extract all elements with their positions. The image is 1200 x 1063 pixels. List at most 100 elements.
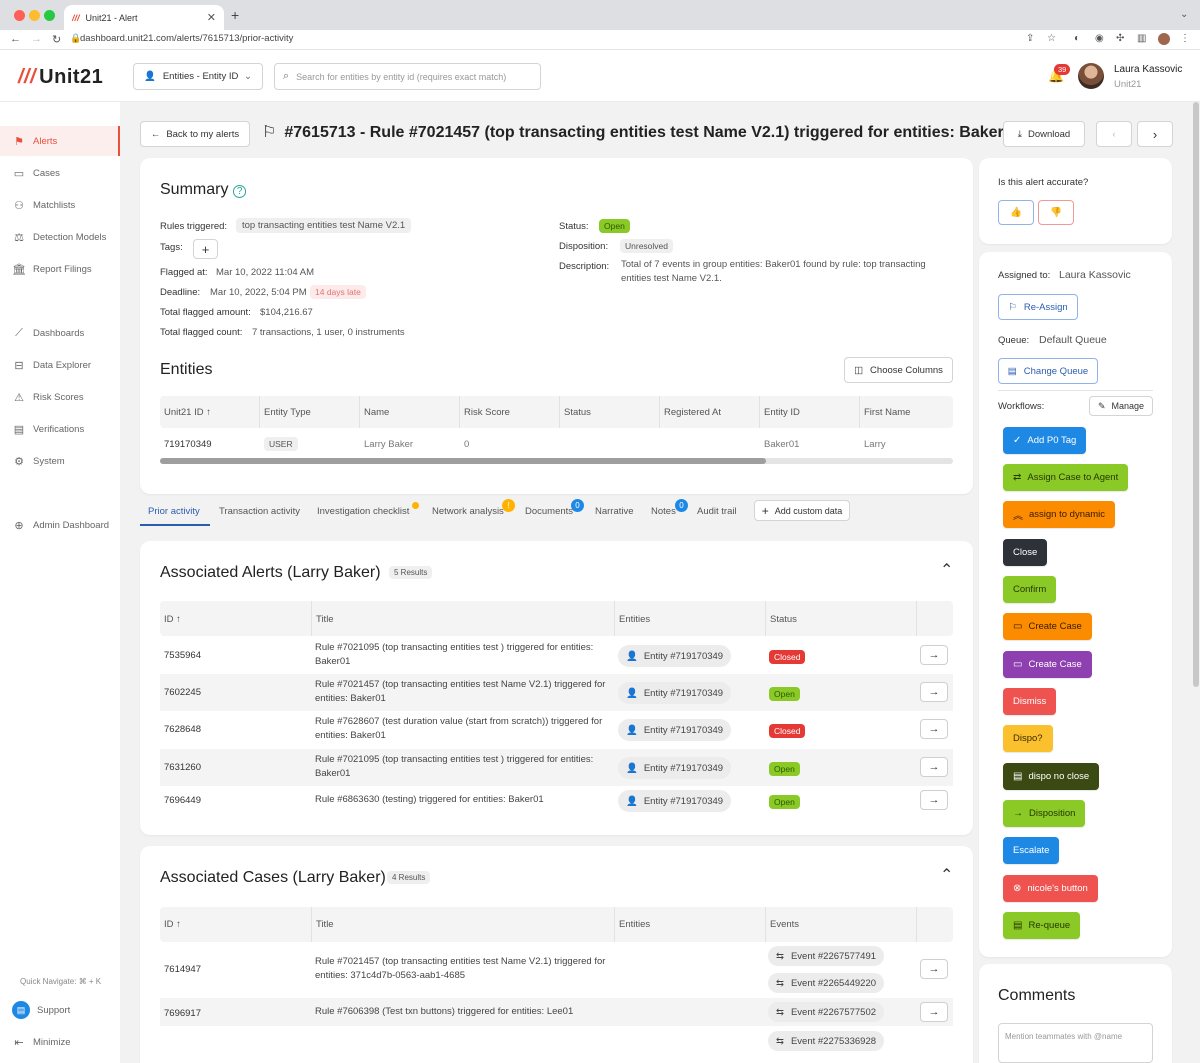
manage-workflows-button[interactable]: ✎ Manage	[1089, 396, 1153, 416]
alert-id[interactable]: 7631260	[164, 762, 201, 773]
column-title[interactable]: Title	[316, 614, 334, 625]
tab-transaction-activity[interactable]: Transaction activity	[219, 506, 300, 517]
back-to-alerts-button[interactable]: ← Back to my alerts	[140, 121, 250, 147]
alert-id[interactable]: 7535964	[164, 650, 201, 661]
column-entities[interactable]: Entities	[619, 919, 651, 930]
workflow-dispo-no-close-button[interactable]: ▤ dispo no close	[1003, 763, 1100, 790]
back-nav-icon[interactable]: ←	[10, 33, 21, 45]
thumbs-down-button[interactable]: 👎	[1038, 200, 1074, 225]
extension-icon[interactable]: ◐	[1074, 33, 1081, 44]
bookmark-star-icon[interactable]: ☆	[1047, 33, 1056, 44]
tab-list-icon[interactable]: ⌄	[1180, 9, 1189, 20]
unit21-logo[interactable]: ///Unit21	[18, 66, 103, 89]
rule-chip[interactable]: top transacting entities test Name V2.1	[236, 218, 412, 233]
entity-unit21-id[interactable]: 719170349	[164, 439, 212, 450]
support-button[interactable]: ▤ Support	[0, 995, 120, 1025]
entity-chip[interactable]: 👤 Entity #719170349	[618, 645, 732, 667]
column-status[interactable]: Status	[770, 614, 797, 625]
scrollbar-thumb[interactable]	[1193, 102, 1199, 687]
tab-documents[interactable]: Documents	[525, 506, 574, 517]
sidebar-item-risk-scores[interactable]: ⚠ Risk Scores	[0, 382, 120, 412]
column-title[interactable]: Title	[316, 919, 334, 930]
sidebar-panel-icon[interactable]: ▥	[1137, 33, 1147, 44]
thumbs-up-button[interactable]: 👍	[998, 200, 1034, 225]
tab-narrative[interactable]: Narrative	[595, 506, 634, 517]
open-alert-button[interactable]: →	[920, 682, 948, 702]
reassign-button[interactable]: ⚐ Re-Assign	[998, 294, 1078, 320]
sidebar-item-report-filings[interactable]: 🏛 Report Filings	[0, 254, 120, 284]
column-entities[interactable]: Entities	[619, 614, 651, 625]
column-events[interactable]: Events	[770, 919, 800, 930]
puzzle-icon[interactable]: ✣	[1116, 33, 1125, 44]
new-tab-icon[interactable]: +	[231, 7, 240, 23]
entity-chip[interactable]: 👤 Entity #719170349	[618, 719, 732, 741]
sidebar-item-dashboards[interactable]: ⟋ Dashboards	[0, 318, 120, 348]
tab-network-analysis[interactable]: Network analysis	[432, 506, 504, 517]
tab-prior-activity[interactable]: Prior activity	[148, 506, 200, 517]
workflow-create-case-orange-button[interactable]: ▭ Create Case	[1003, 613, 1092, 640]
event-chip[interactable]: ⇆ Event #2267577502	[768, 1002, 885, 1022]
sidebar-item-system[interactable]: ⚙ System	[0, 446, 120, 476]
reload-icon[interactable]: ↻	[52, 34, 62, 46]
entity-search-input[interactable]: ⌕ Search for entities by entity id (requ…	[274, 63, 541, 90]
workflow-disposition-button[interactable]: → Disposition	[1003, 800, 1086, 827]
workflow-requeue-button[interactable]: ▤ Re-queue	[1003, 912, 1081, 939]
sidebar-item-cases[interactable]: ▭ Cases	[0, 158, 120, 188]
sidebar-item-verifications[interactable]: ▤ Verifications	[0, 414, 120, 444]
choose-columns-button[interactable]: ◫ Choose Columns	[844, 357, 953, 383]
add-custom-data-button[interactable]: + Add custom data	[754, 500, 850, 521]
column-registered-at[interactable]: Registered At	[664, 407, 722, 418]
column-unit21-id[interactable]: Unit21 ID ↑	[164, 407, 211, 418]
column-entity-type[interactable]: Entity Type	[264, 407, 311, 418]
extension-icon[interactable]: ◉	[1095, 33, 1104, 44]
next-alert-button[interactable]: ›	[1137, 121, 1173, 147]
browser-tab[interactable]: /// Unit21 - Alert ✕	[64, 5, 224, 30]
workflow-assign-to-dynamic-button[interactable]: ︽ assign to dynamic	[1003, 501, 1116, 528]
workflow-add-p0-tag-button[interactable]: ✓ Add P0 Tag	[1003, 427, 1087, 454]
workflow-dispo-button[interactable]: Dispo?	[1003, 725, 1053, 752]
collapse-cases-icon[interactable]: ⌃	[940, 867, 954, 884]
sidebar-item-detection-models[interactable]: ⚖ Detection Models	[0, 222, 120, 252]
alert-id[interactable]: 7602245	[164, 687, 201, 698]
column-first-name[interactable]: First Name	[864, 407, 911, 418]
download-button[interactable]: ⤓ Download	[1003, 121, 1085, 147]
entity-chip[interactable]: 👤 Entity #719170349	[618, 682, 732, 704]
sidebar-item-matchlists[interactable]: ⚇ Matchlists	[0, 190, 120, 220]
alert-id[interactable]: 7696449	[164, 795, 201, 806]
profile-avatar-icon[interactable]	[1158, 33, 1170, 45]
column-name[interactable]: Name	[364, 407, 390, 418]
workflow-escalate-button[interactable]: Escalate	[1003, 837, 1060, 864]
previous-alert-button[interactable]: ‹	[1096, 121, 1132, 147]
minimize-sidebar-button[interactable]: ⇤ Minimize	[0, 1027, 120, 1057]
case-id[interactable]: 7696917	[164, 1008, 201, 1019]
workflow-dismiss-button[interactable]: Dismiss	[1003, 688, 1057, 715]
workflow-assign-case-to-agent-button[interactable]: ⇄ Assign Case to Agent	[1003, 464, 1129, 491]
maximize-window-icon[interactable]	[44, 10, 55, 21]
browser-menu-icon[interactable]: ⋮	[1180, 33, 1190, 44]
open-alert-button[interactable]: →	[920, 719, 948, 739]
sidebar-item-data-explorer[interactable]: ⊟ Data Explorer	[0, 350, 120, 380]
column-id[interactable]: ID ↑	[164, 614, 181, 625]
close-window-icon[interactable]	[14, 10, 25, 21]
entities-hscroll[interactable]	[160, 458, 953, 464]
workflow-create-case-purple-button[interactable]: ▭ Create Case	[1003, 651, 1092, 678]
comment-input[interactable]: Mention teammates with @name	[998, 1023, 1153, 1063]
sidebar-item-admin-dashboard[interactable]: ⊕ Admin Dashboard	[0, 510, 120, 540]
forward-nav-icon[interactable]: →	[31, 33, 42, 45]
entity-type-dropdown[interactable]: 👤 Entities - Entity ID ⌄	[133, 63, 263, 90]
hscroll-thumb[interactable]	[160, 458, 766, 464]
change-queue-button[interactable]: ▤ Change Queue	[998, 358, 1098, 384]
column-id[interactable]: ID ↑	[164, 919, 181, 930]
open-alert-button[interactable]: →	[920, 790, 948, 810]
tab-notes[interactable]: Notes	[651, 506, 676, 517]
column-status[interactable]: Status	[564, 407, 591, 418]
alert-id[interactable]: 7628648	[164, 724, 201, 735]
url-text[interactable]: dashboard.unit21.com/alerts/7615713/prio…	[80, 33, 294, 44]
workflow-confirm-button[interactable]: Confirm	[1003, 576, 1057, 603]
help-icon[interactable]: ?	[232, 185, 247, 198]
open-case-button[interactable]: →	[920, 959, 948, 979]
sidebar-item-alerts[interactable]: ⚑ Alerts	[0, 126, 120, 156]
user-avatar[interactable]	[1078, 63, 1104, 89]
share-icon[interactable]: ⇪	[1026, 33, 1035, 44]
case-id[interactable]: 7614947	[164, 964, 201, 975]
